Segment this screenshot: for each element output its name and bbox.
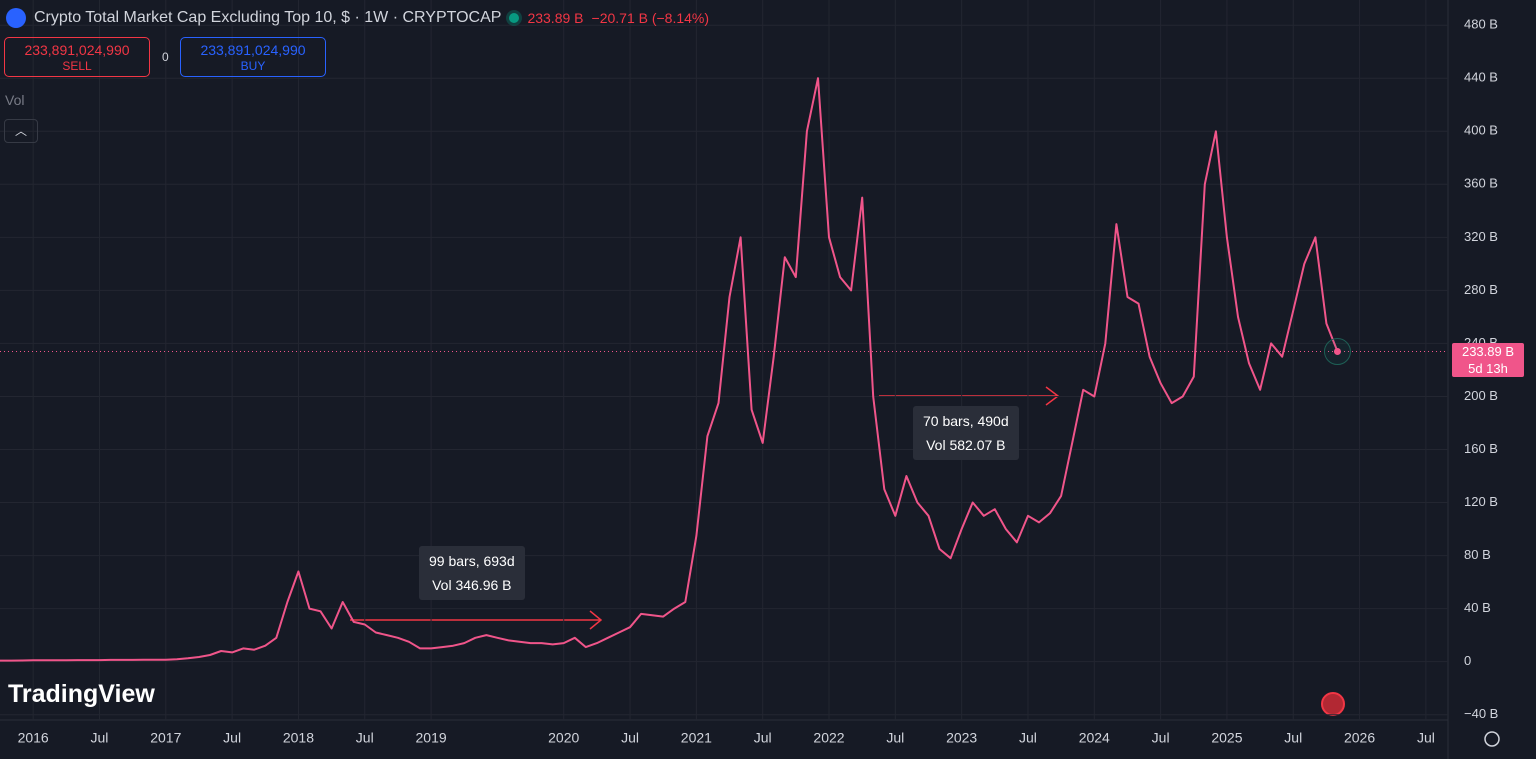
x-tick-label: Jul [886,730,904,746]
symbol-logo [6,8,26,28]
volume-indicator[interactable]: Vol [5,92,25,108]
plot-area [0,0,1448,720]
x-tick-label: Jul [356,730,374,746]
price-label: 233.89 B 5d 13h [1452,342,1524,377]
last-point [1333,348,1341,356]
sell-button[interactable]: 233,891,024,990 SELL [4,37,150,77]
countdown: 5d 13h [1468,360,1508,376]
range-bars: 99 bars, 693d [429,553,515,569]
y-tick-label: 400 B [1464,123,1498,138]
y-tick-label: 40 B [1464,600,1491,615]
range-arrow [350,610,603,630]
range-bars: 70 bars, 490d [923,413,1009,429]
x-tick-label: 2026 [1344,730,1375,746]
buy-button[interactable]: 233,891,024,990 BUY [180,37,326,77]
x-tick-label: 2022 [813,730,844,746]
y-tick-label: 440 B [1464,70,1498,85]
last-price: 233.89 B [527,10,584,26]
y-tick-label: 80 B [1464,547,1491,562]
price-change: −20.71 B (−8.14%) [591,10,710,26]
sell-price: 233,891,024,990 [24,42,130,58]
x-tick-label: Jul [1152,730,1170,746]
symbol-title[interactable]: Crypto Total Market Cap Excluding Top 10… [34,9,502,26]
x-tick-label: Jul [1284,730,1302,746]
header: Crypto Total Market Cap Excluding Top 10… [6,6,709,30]
collapse-button[interactable]: ︿ [4,119,38,143]
y-tick-label: 0 [1464,653,1471,668]
range-note: 99 bars, 693d Vol 346.96 B [419,546,525,600]
buy-label: BUY [240,59,266,73]
y-tick-label: 120 B [1464,494,1498,509]
x-tick-label: 2025 [1211,730,1242,746]
y-tick-label: 280 B [1464,282,1498,297]
x-tick-label: 2023 [946,730,977,746]
buy-price: 233,891,024,990 [200,42,306,58]
x-tick-label: 2019 [416,730,447,746]
market-status [509,13,520,23]
y-tick-label: 480 B [1464,17,1498,32]
y-tick-label: 360 B [1464,176,1498,191]
x-tick-label: 2024 [1079,730,1110,746]
x-tick-label: 2017 [150,730,181,746]
price-line-series [0,77,1339,662]
x-tick-label: Jul [621,730,639,746]
x-tick-label: 2021 [681,730,712,746]
flag-icon[interactable] [1321,692,1345,716]
x-tick-label: Jul [1417,730,1435,746]
price-label-value: 233.89 B [1461,343,1515,359]
x-tick-label: Jul [91,730,109,746]
brand-logo[interactable]: TradingView [8,680,155,708]
x-tick-label: Jul [1019,730,1037,746]
settings-icon[interactable] [1484,731,1500,747]
y-tick-label: −40 B [1464,706,1498,721]
y-tick-label: 160 B [1464,441,1498,456]
y-tick-label: 320 B [1464,229,1498,244]
range-note: 70 bars, 490d Vol 582.07 B [913,406,1019,460]
x-tick-label: 2018 [283,730,314,746]
range-vol: Vol 346.96 B [432,577,512,593]
x-tick-label: 2020 [548,730,579,746]
x-tick-label: 2016 [18,730,49,746]
spread: 0 [162,50,169,64]
range-vol: Vol 582.07 B [926,437,1006,453]
x-tick-label: Jul [223,730,241,746]
y-tick-label: 200 B [1464,388,1498,403]
sell-label: SELL [62,59,92,73]
x-tick-label: Jul [754,730,772,746]
